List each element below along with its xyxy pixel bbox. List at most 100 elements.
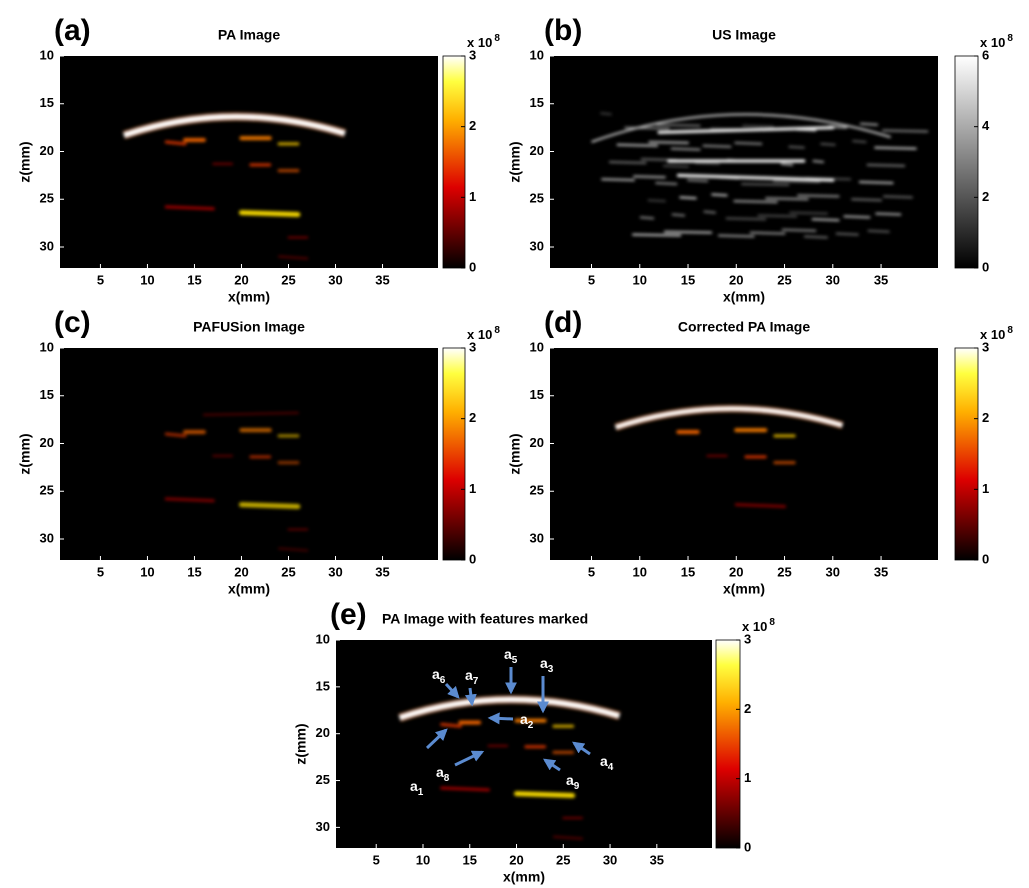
annotation-sub: 3 (548, 664, 554, 675)
speckle (600, 112, 612, 116)
x-tick-label: 10 (633, 272, 647, 287)
x-tick-label: 20 (729, 564, 743, 579)
spot (164, 205, 215, 211)
panel-letter: (e) (330, 598, 367, 631)
panel-title: PA Image (218, 27, 280, 43)
speckle (859, 122, 879, 126)
colorbar-tick-label: 1 (744, 770, 751, 785)
z-tick-label: 20 (40, 435, 54, 450)
x-tick-label: 20 (729, 272, 743, 287)
surface (398, 696, 621, 721)
speckle (882, 195, 913, 199)
x-tick-label: 30 (328, 272, 342, 287)
panel-letter: (d) (544, 306, 582, 339)
z-tick-label: 10 (530, 339, 544, 354)
annotation-sub: 6 (440, 675, 446, 686)
z-tick-label: 25 (40, 483, 54, 498)
speckle (616, 143, 659, 147)
speckle (875, 212, 902, 216)
annotation-label: a1 (410, 778, 424, 798)
x-axis-label: x(mm) (503, 869, 545, 885)
annotation-label: a8 (436, 764, 450, 784)
x-tick-label: 25 (281, 564, 295, 579)
x-tick-label: 30 (826, 564, 840, 579)
z-tick-label: 10 (40, 339, 54, 354)
z-tick-label: 15 (40, 387, 54, 402)
annotation-base: a (410, 778, 418, 794)
speckle (639, 216, 655, 220)
scale-exponent: 8 (494, 325, 500, 336)
annotation-base: a (566, 772, 574, 788)
annotation-sub: 2 (528, 720, 534, 731)
annotation-sub: 7 (473, 676, 479, 687)
spot (238, 210, 301, 218)
speckle (851, 198, 883, 202)
colorbar-tick-label: 1 (469, 189, 476, 204)
speckle (843, 215, 871, 219)
annotation-label: a3 (540, 655, 554, 675)
x-tick-label: 35 (874, 272, 888, 287)
speckle (703, 210, 717, 214)
colorbar-tick-label: 2 (469, 118, 476, 133)
colorbar-scale: x 10 8 (467, 33, 500, 51)
z-axis-label: z(mm) (293, 723, 309, 764)
speckle (632, 233, 682, 237)
x-tick-label: 20 (234, 272, 248, 287)
annotation-base: a (432, 666, 440, 682)
panel: 5 10 15 20 25 30 351015202530x(mm)z(mm)Correct… (507, 306, 1014, 597)
panel-title: PAFUSion Image (193, 319, 305, 335)
scale-exponent: 8 (1007, 33, 1013, 44)
spot (164, 432, 187, 438)
colorbar-tick-label: 3 (469, 339, 476, 354)
speckle (670, 147, 701, 151)
image-area (550, 348, 938, 560)
z-axis-label: z(mm) (17, 141, 33, 182)
speckle (811, 218, 840, 222)
image-area (336, 640, 712, 848)
speckle (874, 146, 917, 150)
colorbar-tick-label: 0 (469, 551, 476, 566)
speckle (780, 162, 794, 166)
colorbar-tick-label: 1 (469, 481, 476, 496)
speckle (601, 178, 635, 182)
speckle (608, 161, 647, 164)
annotation-sub: 5 (512, 655, 518, 666)
annotation-arrow (444, 682, 460, 699)
speckle (820, 142, 836, 146)
scale-base: x 10 (467, 327, 492, 342)
colorbar-scale: x 10 8 (467, 325, 500, 343)
x-tick-label: 5 (588, 272, 595, 287)
surface (615, 406, 844, 430)
colorbar-tick-label: 0 (982, 259, 989, 274)
z-tick-label: 15 (316, 678, 330, 693)
colorbar-tick-label: 1 (982, 481, 989, 496)
speckle (765, 197, 809, 201)
z-axis-label: z(mm) (17, 433, 33, 474)
scale-base: x 10 (980, 35, 1005, 50)
annotation-sub: 9 (574, 781, 580, 792)
colorbar-tick-label: 2 (982, 189, 989, 204)
spot (440, 786, 490, 792)
x-axis-label: x(mm) (228, 289, 270, 305)
x-tick-label: 30 (826, 272, 840, 287)
x-tick-label: 15 (187, 564, 201, 579)
image-area (60, 56, 438, 268)
x-tick-label: 15 (463, 852, 477, 867)
annotation-base: a (465, 667, 473, 683)
speckle (803, 235, 829, 239)
x-tick-label: 10 (633, 564, 647, 579)
annotation-label: a7 (465, 667, 479, 687)
x-tick-label: 15 (187, 272, 201, 287)
annotation-arrow (454, 750, 485, 767)
colorbar-tick-label: 0 (744, 839, 751, 854)
x-tick-label: 10 (140, 564, 154, 579)
spot (278, 255, 309, 260)
speckle (867, 229, 890, 233)
image-area (60, 348, 438, 560)
panel-title: Corrected PA Image (678, 319, 810, 335)
scale-exponent: 8 (769, 617, 775, 628)
surface (123, 114, 346, 138)
x-axis-label: x(mm) (228, 581, 270, 597)
speckle (702, 144, 732, 148)
